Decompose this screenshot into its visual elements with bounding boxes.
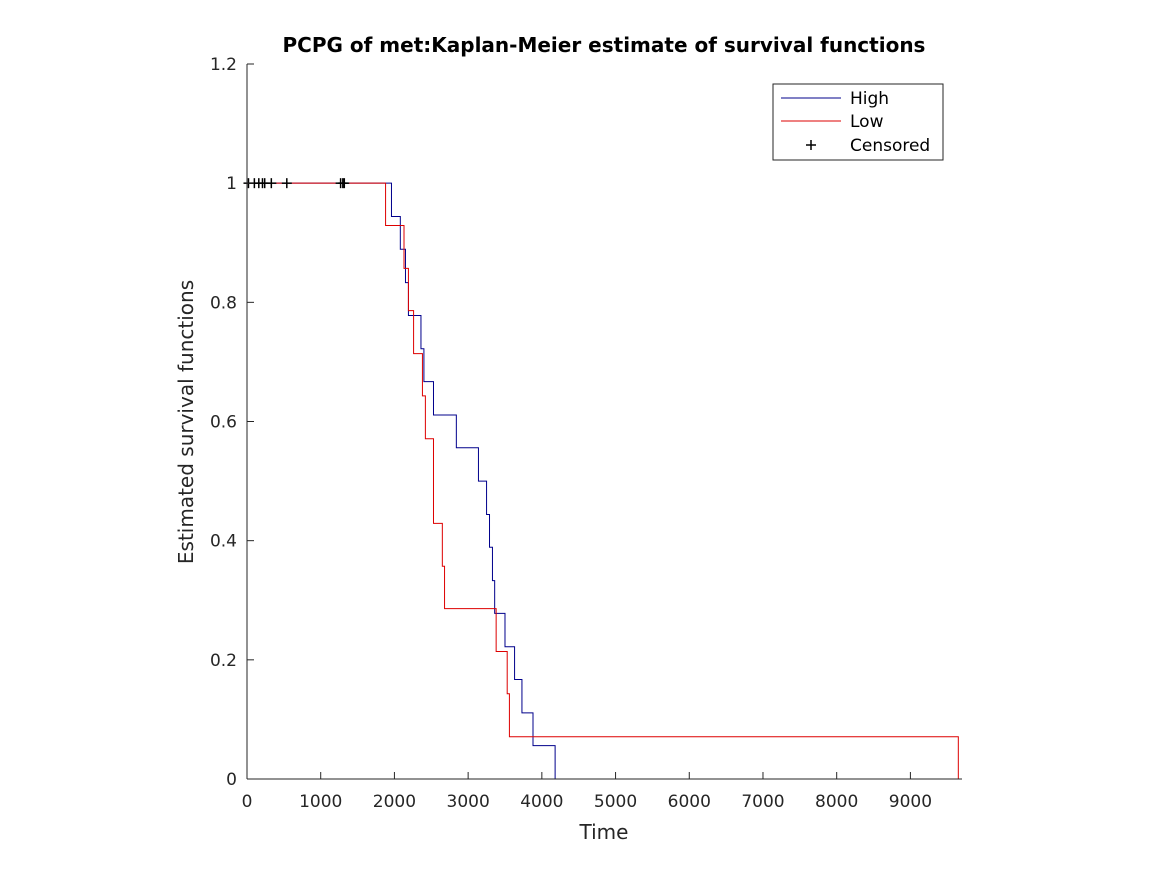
y-tick-label: 1.2	[210, 55, 237, 75]
legend: High Low Censored	[772, 83, 944, 161]
censored-marker	[266, 178, 277, 189]
legend-low-label: Low	[850, 112, 884, 132]
plot-area	[243, 178, 959, 779]
y-tick-label: 0.4	[210, 532, 237, 552]
y-tick-label: 0.8	[210, 293, 237, 313]
x-tick-label: 2000	[373, 792, 416, 812]
x-tick-label: 9000	[889, 792, 932, 812]
x-tick-label: 7000	[741, 792, 784, 812]
chart-title: PCPG of met:Kaplan-Meier estimate of sur…	[283, 33, 926, 57]
y-tick-label: 0.2	[210, 651, 237, 671]
series-low-curve	[247, 182, 959, 779]
x-tick-label: 3000	[447, 792, 490, 812]
y-tick-label: 1	[226, 174, 237, 194]
x-tick-label: 6000	[668, 792, 711, 812]
legend-censored-label: Censored	[850, 136, 930, 156]
legend-high-label: High	[850, 89, 889, 109]
x-tick-label: 4000	[520, 792, 563, 812]
x-axis-label: Time	[579, 820, 629, 844]
y-axis-label: Estimated survival functions	[174, 280, 198, 564]
y-tick-label: 0.6	[210, 413, 237, 433]
x-tick-label: 0	[242, 792, 253, 812]
x-tick-label: 8000	[815, 792, 858, 812]
y-tick-label: 0	[226, 770, 237, 790]
censored-marker	[339, 178, 350, 189]
series-high-curve	[247, 182, 556, 779]
x-tick-label: 1000	[299, 792, 342, 812]
legend-box	[772, 83, 944, 161]
axes: 0 1000 2000 3000 4000 5000 6000 7000 8000 9000 0 0.…	[210, 55, 962, 812]
x-tick-label: 5000	[594, 792, 637, 812]
legend-censored-marker	[806, 140, 816, 150]
censored-marker	[281, 178, 292, 189]
